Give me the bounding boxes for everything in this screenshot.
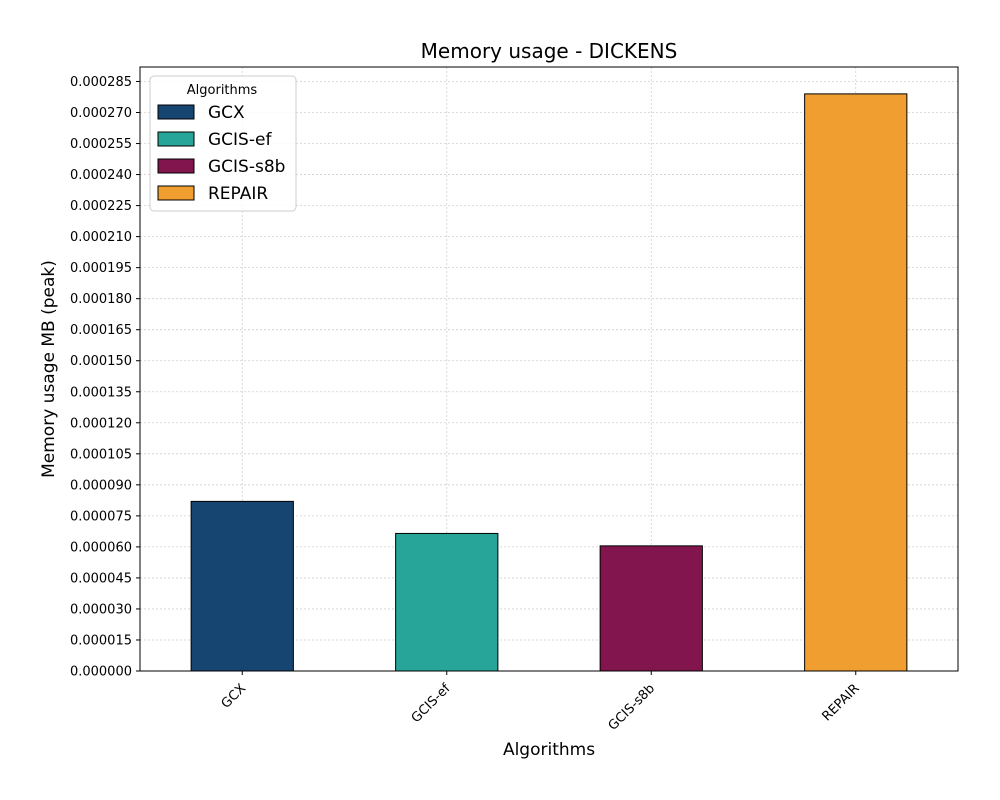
y-tick-label: 0.000210 bbox=[70, 230, 132, 245]
legend-title: Algorithms bbox=[187, 83, 258, 98]
y-tick-label: 0.000270 bbox=[70, 106, 132, 121]
y-tick-label: 0.000000 bbox=[70, 665, 132, 680]
legend-swatch bbox=[157, 131, 195, 147]
y-tick-label: 0.000165 bbox=[70, 323, 132, 338]
x-tick-label: REPAIR bbox=[819, 681, 862, 724]
y-tick-label: 0.000090 bbox=[70, 478, 132, 493]
y-tick-label: 0.000075 bbox=[70, 509, 132, 524]
x-tick-label: GCIS-s8b bbox=[606, 681, 658, 733]
legend-label: GCIS-ef bbox=[208, 130, 272, 150]
chart-title: Memory usage - DICKENS bbox=[421, 39, 678, 63]
legend-label: GCX bbox=[208, 103, 245, 123]
x-tick-label: GCX bbox=[219, 681, 250, 712]
y-tick-label: 0.000015 bbox=[70, 633, 132, 648]
y-axis-ticks: 0.000000 0.000015 0.000030 0.000045 0.000060… bbox=[70, 75, 140, 680]
y-tick-label: 0.000030 bbox=[70, 602, 132, 617]
bars bbox=[190, 93, 908, 672]
legend: Algorithms GCX GCIS-ef GCIS-s8b REPAIR bbox=[149, 75, 297, 212]
bar-gcis-ef bbox=[395, 532, 499, 672]
y-tick-label: 0.000120 bbox=[70, 416, 132, 431]
legend-entries: GCX GCIS-ef GCIS-s8b REPAIR bbox=[157, 103, 285, 204]
y-tick-label: 0.000255 bbox=[70, 137, 132, 152]
legend-label: GCIS-s8b bbox=[208, 157, 285, 177]
legend-label: REPAIR bbox=[208, 184, 268, 204]
y-tick-label: 0.000105 bbox=[70, 447, 132, 462]
bar-gcx bbox=[190, 500, 294, 672]
legend-swatch bbox=[157, 158, 195, 174]
y-axis-label: Memory usage MB (peak) bbox=[39, 260, 59, 478]
legend-swatch bbox=[157, 104, 195, 120]
y-tick-label: 0.000060 bbox=[70, 540, 132, 555]
y-tick-label: 0.000150 bbox=[70, 354, 132, 369]
y-tick-label: 0.000240 bbox=[70, 168, 132, 183]
y-tick-label: 0.000180 bbox=[70, 292, 132, 307]
y-tick-label: 0.000285 bbox=[70, 75, 132, 90]
y-tick-label: 0.000195 bbox=[70, 261, 132, 276]
plot-frame bbox=[139, 66, 959, 672]
y-tick-label: 0.000135 bbox=[70, 385, 132, 400]
legend-swatch bbox=[157, 185, 195, 201]
bar-repair bbox=[804, 93, 908, 672]
bar-gcis-s8b bbox=[599, 545, 703, 672]
x-axis-label: Algorithms bbox=[503, 740, 595, 760]
y-tick-label: 0.000225 bbox=[70, 199, 132, 214]
x-axis-ticks: GCX GCIS-ef GCIS-s8b REPAIR bbox=[219, 671, 863, 734]
x-tick-label: GCIS-ef bbox=[409, 681, 454, 726]
y-tick-label: 0.000045 bbox=[70, 571, 132, 586]
